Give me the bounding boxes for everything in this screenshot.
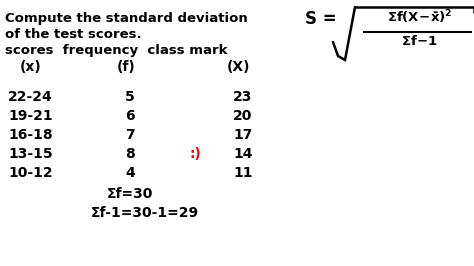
Text: 22-24: 22-24 bbox=[8, 90, 53, 104]
Text: :): :) bbox=[190, 147, 202, 161]
Text: 19-21: 19-21 bbox=[8, 109, 53, 123]
Text: $\mathbf{\Sigma f\!-\!1}$: $\mathbf{\Sigma f\!-\!1}$ bbox=[401, 34, 438, 48]
Text: 17: 17 bbox=[233, 128, 252, 142]
Text: Σf=30: Σf=30 bbox=[107, 187, 154, 201]
Text: Compute the standard deviation: Compute the standard deviation bbox=[5, 12, 248, 25]
Text: of the test scores.: of the test scores. bbox=[5, 28, 142, 41]
Text: scores  frequency  class mark: scores frequency class mark bbox=[5, 44, 228, 57]
Text: 7: 7 bbox=[125, 128, 135, 142]
Text: 13-15: 13-15 bbox=[8, 147, 53, 161]
Text: 8: 8 bbox=[125, 147, 135, 161]
Text: 6: 6 bbox=[125, 109, 135, 123]
Text: 10-12: 10-12 bbox=[8, 166, 53, 180]
Text: 16-18: 16-18 bbox=[8, 128, 53, 142]
Text: 11: 11 bbox=[233, 166, 253, 180]
Text: 23: 23 bbox=[233, 90, 252, 104]
Text: (X): (X) bbox=[227, 60, 250, 74]
Text: (f): (f) bbox=[117, 60, 136, 74]
Text: 14: 14 bbox=[233, 147, 253, 161]
Text: S =: S = bbox=[305, 10, 337, 28]
Text: 4: 4 bbox=[125, 166, 135, 180]
Text: 5: 5 bbox=[125, 90, 135, 104]
Text: $\mathbf{\Sigma f(X\!-\!\bar{x})^2}$: $\mathbf{\Sigma f(X\!-\!\bar{x})^2}$ bbox=[387, 8, 453, 26]
Text: (x): (x) bbox=[20, 60, 42, 74]
Text: Σf-1=30-1=29: Σf-1=30-1=29 bbox=[91, 206, 199, 220]
Text: 20: 20 bbox=[233, 109, 252, 123]
